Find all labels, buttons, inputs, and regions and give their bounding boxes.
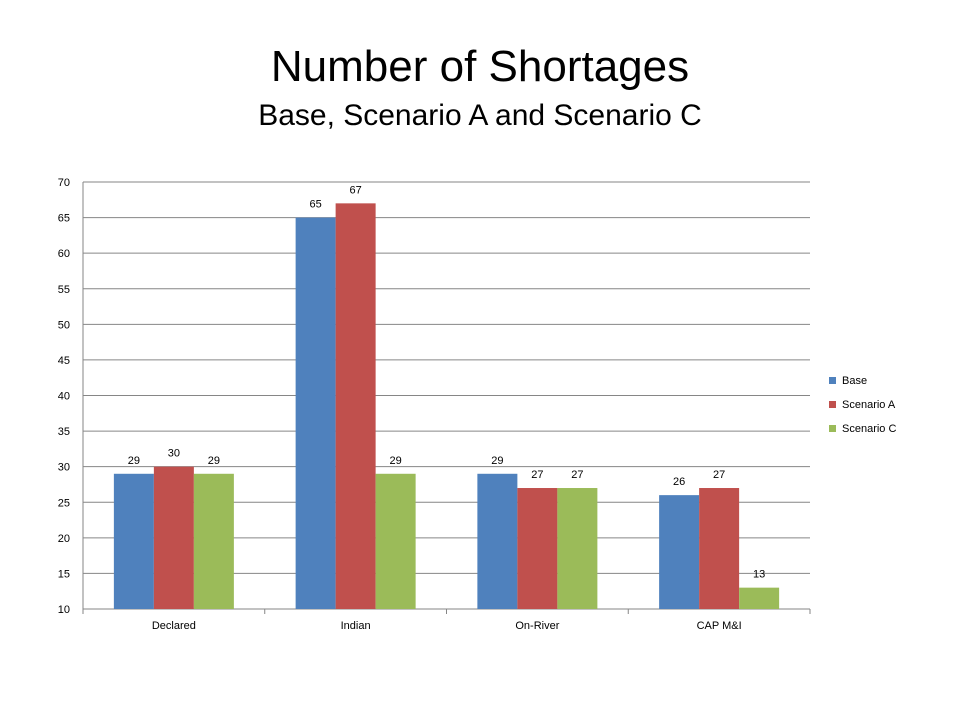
legend: Base Scenario A Scenario C (829, 375, 896, 435)
chart-subtitle: Base, Scenario A and Scenario C (258, 99, 702, 132)
data-label: 67 (350, 184, 362, 196)
x-tick-label: Declared (152, 620, 196, 632)
bar (153, 466, 194, 609)
x-tick-label: CAP M&I (697, 620, 742, 632)
bar (659, 495, 700, 609)
y-tick-label: 20 (58, 533, 70, 545)
data-label: 30 (168, 448, 180, 460)
legend-swatch (829, 425, 836, 432)
gridlines (83, 181, 810, 574)
bar (193, 473, 234, 609)
legend-label: Scenario A (842, 399, 896, 411)
legend-label: Base (842, 375, 867, 387)
data-label: 27 (713, 469, 725, 481)
y-tick-label: 15 (58, 568, 70, 580)
y-tick-label: 45 (58, 355, 70, 367)
y-tick-label: 55 (58, 284, 70, 296)
data-label: 27 (571, 469, 583, 481)
bar (335, 203, 376, 609)
data-label: 29 (491, 455, 503, 467)
data-labels: 29 30 29 65 67 29 29 27 27 26 27 13 (128, 184, 766, 580)
bar (375, 473, 416, 609)
bar (477, 473, 518, 609)
y-tick-label: 10 (58, 604, 70, 616)
bar (739, 587, 780, 609)
chart-title: Number of Shortages (270, 42, 690, 91)
x-tick-label: Indian (341, 620, 371, 632)
bars (113, 203, 780, 610)
x-tick-label: On-River (515, 620, 559, 632)
data-label: 27 (531, 469, 543, 481)
bar (113, 473, 154, 609)
y-tick-label: 70 (58, 177, 70, 189)
data-label: 26 (673, 476, 685, 488)
bar (295, 217, 336, 610)
y-tick-label: 50 (58, 319, 70, 331)
y-tick-label: 65 (58, 213, 70, 225)
data-label: 29 (208, 455, 220, 467)
y-tick-label: 40 (58, 391, 70, 403)
data-label: 29 (128, 455, 140, 467)
data-label: 29 (390, 455, 402, 467)
data-label: 13 (753, 569, 765, 581)
legend-label: Scenario C (842, 423, 896, 435)
y-tick-label: 30 (58, 462, 70, 474)
slide-title: Number of Shortages Base, Scenario A and… (0, 40, 960, 136)
y-tick-label: 25 (58, 497, 70, 509)
bar (517, 488, 558, 609)
y-tick-label: 60 (58, 248, 70, 260)
legend-swatch (829, 377, 836, 384)
y-tick-label: 35 (58, 426, 70, 438)
bar (699, 488, 740, 609)
bar (557, 488, 598, 609)
data-label: 65 (310, 199, 322, 211)
legend-swatch (829, 401, 836, 408)
